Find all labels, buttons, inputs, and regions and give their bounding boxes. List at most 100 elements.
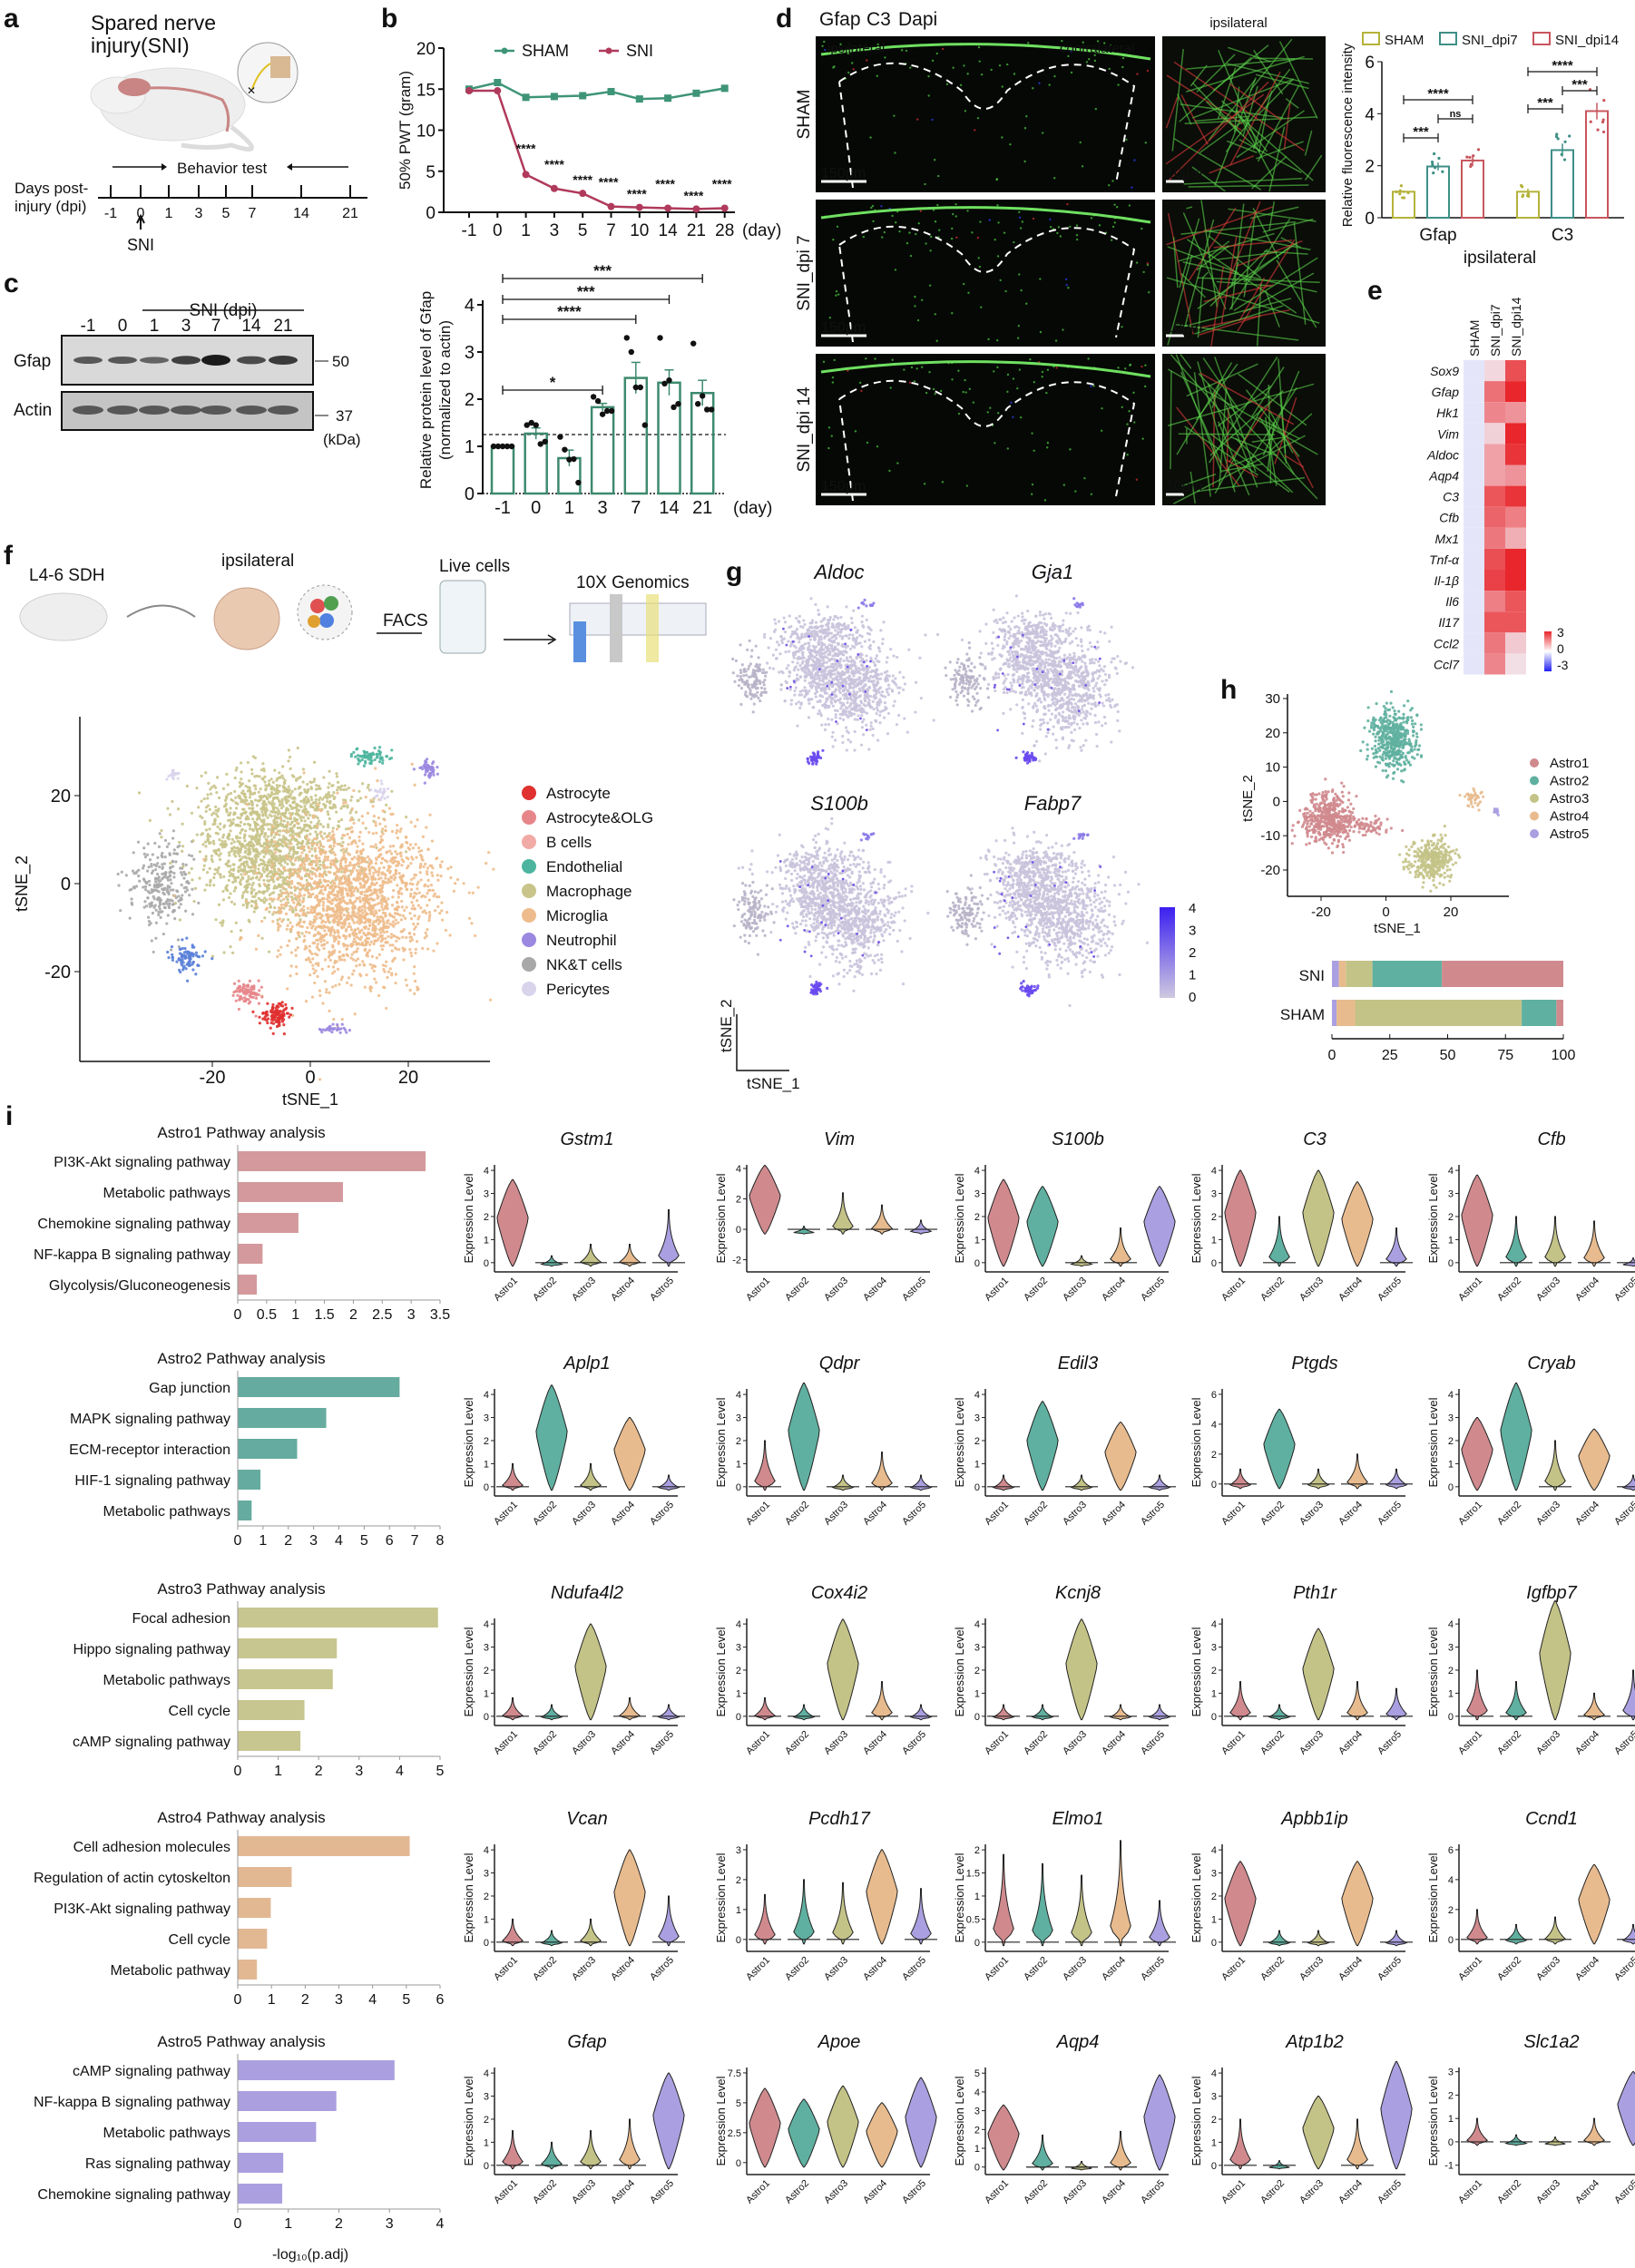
cell-point [303,888,307,892]
cell-point [342,854,346,857]
cell-point [405,887,408,892]
astrocyte-process [1225,68,1291,152]
signal-speck [1131,186,1133,189]
cell-point [277,1016,280,1020]
cell-point [279,816,283,820]
astrocyte-process [1216,280,1272,287]
cell-point [309,911,313,914]
cell-point [408,843,413,846]
cell-point [239,883,242,886]
cell-point [299,894,303,897]
signal-speck [1045,391,1048,395]
cell-point [326,865,329,869]
colorscale-tick: 0 [1557,641,1564,656]
cell-point [240,777,243,781]
cell-point [356,747,359,750]
cell-point [303,938,307,943]
cell-point [452,889,455,893]
cell-point [396,824,399,827]
astrocyte-process [1199,315,1262,336]
cell-point [269,904,273,909]
cell-point [259,828,263,833]
astrocyte-process [1201,271,1209,279]
cell-point [184,873,188,876]
cell-point [415,892,418,895]
cell-point [325,988,328,992]
cell-point [217,854,221,857]
cell-point [248,796,252,799]
cell-point [288,939,291,943]
contralateral-label: contralateral [1060,41,1135,56]
signal-speck [1103,42,1106,44]
cell-point [356,799,359,803]
cell-point [336,780,340,784]
cell-point [255,810,259,814]
signal-speck [876,43,879,46]
row-label: Il-1β [1434,573,1459,588]
cell-point [419,853,423,857]
signal-speck [1031,483,1034,486]
cell-point [269,897,273,901]
cell-point [322,946,326,951]
astrocyte-process [1191,166,1226,192]
astrocyte-process [1167,212,1194,335]
signal-speck [851,62,854,64]
scale-bar-label: 10μm [1166,166,1202,181]
cell-point [412,876,416,880]
series-line-sham [468,81,725,101]
cell-point [262,848,266,852]
cell-point [222,875,226,878]
cell-point [236,846,240,850]
astrocyte-process [1186,206,1193,210]
cell-point [266,1021,269,1025]
cell-point [397,905,400,909]
cell-point [399,846,403,849]
cell-point [289,921,292,924]
cell-point [232,867,236,871]
cell-point [290,820,294,824]
cell-point [377,760,382,764]
cell-point [289,873,292,876]
signal-speck [1006,63,1009,66]
cell-point [327,964,330,969]
cell-point [381,880,385,884]
cells-icon [297,584,353,640]
cell-point [239,929,243,933]
cell-point [288,908,292,912]
data-point [1519,183,1523,188]
legend-label: SNI_dpi14 [1555,33,1619,48]
astrocyte-process [1304,154,1323,181]
cell-point [262,882,267,886]
comparison-bracket [1403,95,1473,104]
cell-point [271,891,276,894]
cell-point [195,787,199,790]
legend-dot [522,835,536,849]
panel-label-i: i [5,1101,13,1131]
injury-mark-icon: ✕ [247,84,256,97]
signal-speck [833,358,836,362]
signal-speck [945,83,949,86]
cell-point [369,798,373,802]
cell-point [421,858,425,862]
cell-point [326,834,329,837]
cell-point [384,874,387,877]
cell-point [327,907,330,911]
astrocyte-process [1262,218,1314,233]
cell-point [273,864,277,868]
row-label: Ccl2 [1434,636,1459,650]
cell-point [162,862,167,865]
cell-point [252,984,256,988]
cell-point [258,989,261,992]
heatmap-cell [1464,444,1484,465]
cell-point [278,771,281,775]
cell-point [312,801,316,805]
cell-point [389,875,393,879]
cell-point [254,787,258,791]
cell-point [134,885,139,888]
heatmap-cell [1505,402,1526,424]
cell-point [161,872,164,875]
sni-point [494,87,502,95]
cell-point [411,883,415,886]
behavior-test-label: Behavior test [177,160,267,177]
cell-point [335,827,339,831]
